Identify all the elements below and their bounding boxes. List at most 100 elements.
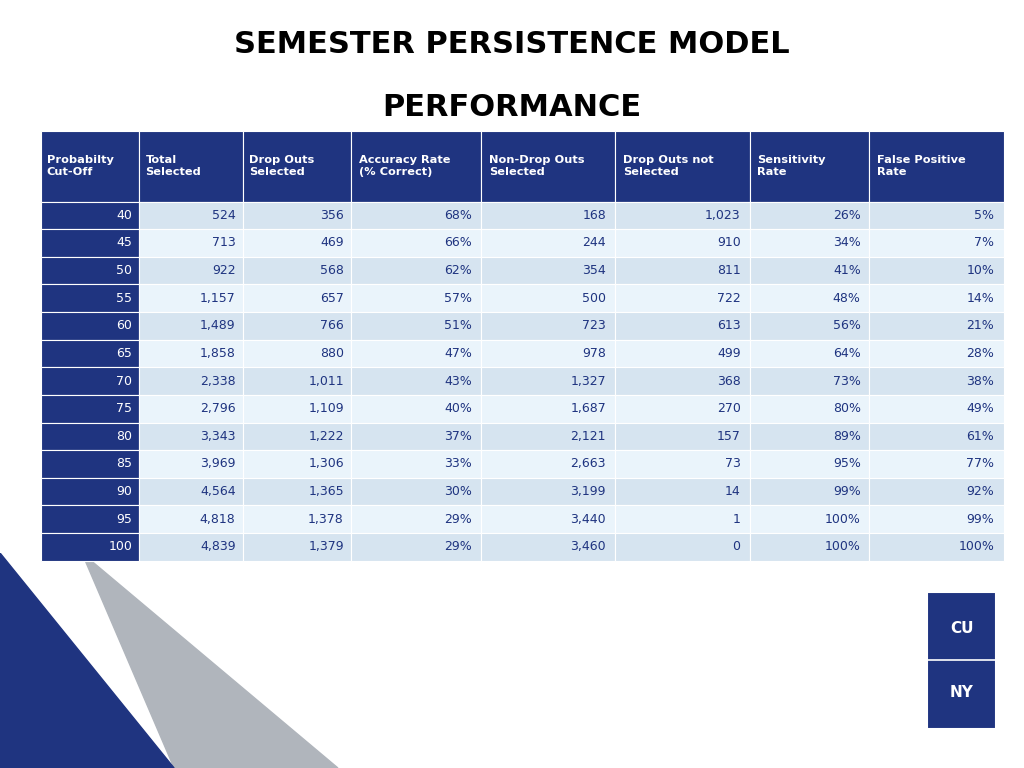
Text: 38%: 38%	[967, 375, 994, 388]
Text: False Positive
Rate: False Positive Rate	[877, 155, 966, 177]
Text: 978: 978	[582, 347, 606, 360]
Bar	[243, 312, 351, 339]
Bar	[41, 533, 139, 561]
Bar	[243, 422, 351, 450]
Bar	[481, 367, 615, 395]
Bar	[869, 339, 1004, 367]
Text: Accuracy Rate
(% Correct): Accuracy Rate (% Correct)	[359, 155, 451, 177]
Text: 1,365: 1,365	[308, 485, 344, 498]
Text: 1,327: 1,327	[570, 375, 606, 388]
Text: 1,858: 1,858	[200, 347, 236, 360]
Text: 2,663: 2,663	[570, 458, 606, 471]
Text: 26%: 26%	[833, 209, 860, 222]
Bar	[750, 131, 869, 201]
FancyBboxPatch shape	[927, 591, 996, 730]
Text: 33%: 33%	[444, 458, 472, 471]
Text: 14%: 14%	[967, 292, 994, 305]
Text: 157: 157	[717, 430, 740, 443]
Text: 880: 880	[319, 347, 344, 360]
Text: 766: 766	[321, 319, 344, 333]
Text: 14: 14	[725, 485, 740, 498]
Bar	[351, 339, 481, 367]
Bar	[750, 284, 869, 312]
Text: 89%: 89%	[833, 430, 860, 443]
Bar	[615, 367, 750, 395]
Text: 90: 90	[117, 485, 132, 498]
Text: 1,378: 1,378	[308, 513, 344, 526]
Bar	[869, 131, 1004, 201]
Text: 40: 40	[117, 209, 132, 222]
Text: 28%: 28%	[967, 347, 994, 360]
Bar	[243, 533, 351, 561]
Text: 51%: 51%	[444, 319, 472, 333]
Bar	[351, 478, 481, 505]
Bar	[41, 229, 139, 257]
Bar	[351, 505, 481, 533]
Text: PERFORMANCE: PERFORMANCE	[382, 94, 642, 122]
Text: 657: 657	[319, 292, 344, 305]
Bar	[615, 201, 750, 229]
Text: 270: 270	[717, 402, 740, 415]
Text: 80%: 80%	[833, 402, 860, 415]
Bar	[615, 450, 750, 478]
Bar	[615, 131, 750, 201]
Bar	[351, 533, 481, 561]
Bar	[481, 422, 615, 450]
Bar	[351, 312, 481, 339]
Text: 0: 0	[732, 541, 740, 553]
Bar	[139, 257, 243, 284]
Bar	[41, 450, 139, 478]
Bar	[615, 505, 750, 533]
Bar	[139, 478, 243, 505]
Text: COMMUNITY COLLEGE: COMMUNITY COLLEGE	[709, 694, 833, 704]
Bar	[139, 339, 243, 367]
Text: 45: 45	[117, 237, 132, 250]
Text: 568: 568	[319, 264, 344, 277]
Bar	[351, 229, 481, 257]
Text: 100: 100	[109, 541, 132, 553]
Text: 723: 723	[583, 319, 606, 333]
Bar	[243, 505, 351, 533]
Bar	[351, 284, 481, 312]
Text: 47%: 47%	[444, 347, 472, 360]
Text: 37%: 37%	[444, 430, 472, 443]
Bar	[243, 284, 351, 312]
Text: 1,379: 1,379	[308, 541, 344, 553]
Bar	[615, 257, 750, 284]
Text: 2,338: 2,338	[200, 375, 236, 388]
Bar	[481, 450, 615, 478]
Text: 1: 1	[732, 513, 740, 526]
Text: 55: 55	[117, 292, 132, 305]
Text: 64%: 64%	[833, 347, 860, 360]
Text: 469: 469	[321, 237, 344, 250]
Text: 4,818: 4,818	[200, 513, 236, 526]
Text: 29%: 29%	[444, 541, 472, 553]
Bar	[139, 131, 243, 201]
Bar	[615, 395, 750, 422]
Text: 244: 244	[583, 237, 606, 250]
Text: 1,222: 1,222	[308, 430, 344, 443]
Text: 10%: 10%	[967, 264, 994, 277]
Bar	[243, 367, 351, 395]
Bar	[139, 533, 243, 561]
Text: 1,489: 1,489	[200, 319, 236, 333]
Bar	[41, 257, 139, 284]
Text: 57%: 57%	[443, 292, 472, 305]
Text: 7%: 7%	[974, 237, 994, 250]
Text: 70: 70	[117, 375, 132, 388]
Text: Non-Drop Outs
Selected: Non-Drop Outs Selected	[488, 155, 585, 177]
Bar	[615, 339, 750, 367]
Bar	[351, 450, 481, 478]
Bar	[481, 395, 615, 422]
Bar	[41, 312, 139, 339]
Bar	[243, 257, 351, 284]
Polygon shape	[0, 553, 174, 768]
Text: 41%: 41%	[833, 264, 860, 277]
Bar	[139, 284, 243, 312]
Text: 29%: 29%	[444, 513, 472, 526]
Bar	[243, 395, 351, 422]
Text: 48%: 48%	[833, 292, 860, 305]
Bar	[139, 201, 243, 229]
Bar	[615, 312, 750, 339]
Text: 613: 613	[717, 319, 740, 333]
